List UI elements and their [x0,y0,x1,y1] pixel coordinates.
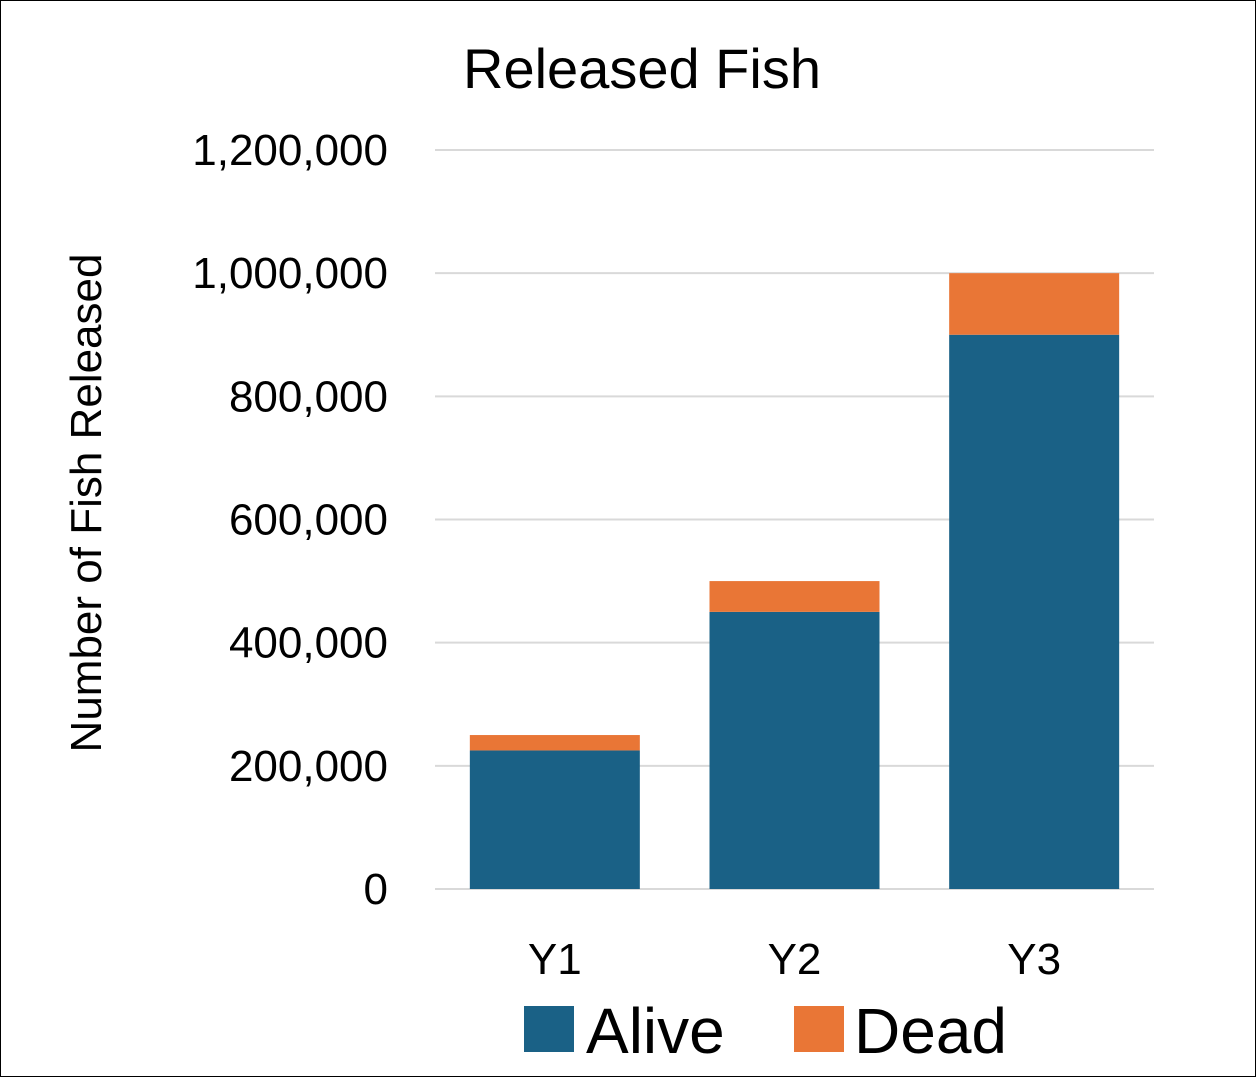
bar-dead-y3 [949,273,1120,335]
y-axis-label: Number of Fish Released [62,254,111,753]
bars [469,273,1120,889]
bar-dead-y1 [469,735,640,751]
y-tick-label: 1,200,000 [192,126,388,175]
chart-title: Released Fish [463,37,821,100]
y-tick-label: 200,000 [229,742,388,791]
y-tick-label: 0 [364,865,388,914]
legend-swatch-dead [794,1006,844,1052]
y-tick-label: 600,000 [229,496,388,545]
bar-alive-y3 [949,334,1120,889]
legend-label-dead: Dead [854,995,1007,1067]
x-tick-label: Y3 [1007,935,1061,984]
bar-alive-y1 [469,750,640,889]
y-tick-label: 1,000,000 [192,249,388,298]
x-tick-labels: Y1 Y2 Y3 [528,935,1061,984]
x-tick-label: Y1 [528,935,582,984]
legend-swatch-alive [524,1006,574,1052]
bar-dead-y2 [709,581,880,612]
y-tick-labels: 0 200,000 400,000 600,000 800,000 1,000,000 1,… [192,126,388,914]
y-tick-label: 400,000 [229,619,388,668]
legend-label-alive: Alive [586,995,725,1067]
x-tick-label: Y2 [768,935,822,984]
y-tick-label: 800,000 [229,372,388,421]
legend: Alive Dead [524,995,1007,1067]
bar-alive-y2 [709,611,880,889]
